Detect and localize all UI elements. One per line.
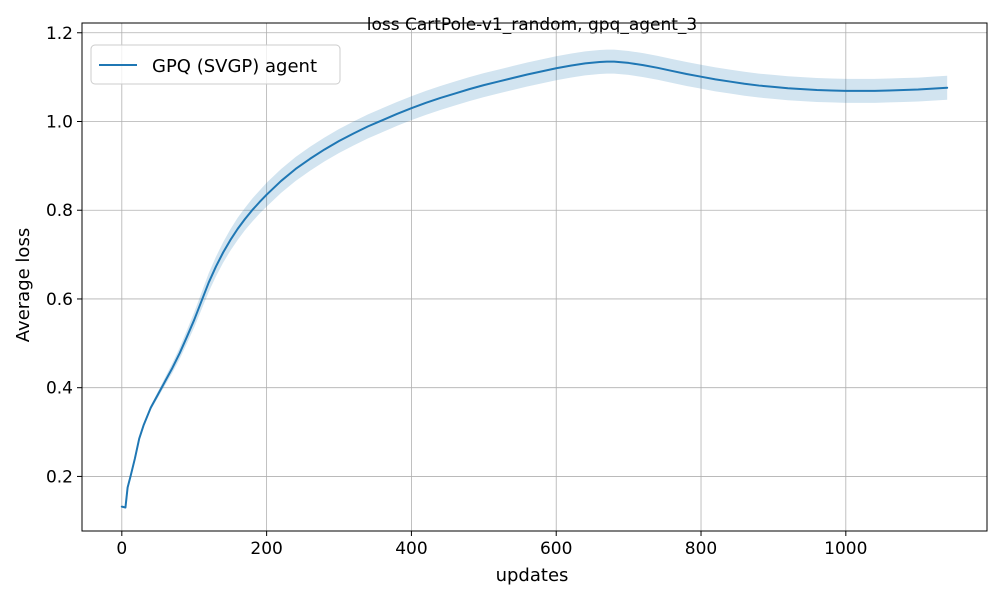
chart-title: loss CartPole-v1_random, gpq_agent_3 xyxy=(367,15,698,35)
legend: GPQ (SVGP) agent xyxy=(90,44,341,85)
y-tick-label: 0.8 xyxy=(46,201,73,221)
x-tick-label: 200 xyxy=(250,539,282,559)
y-tick-label: 0.2 xyxy=(46,467,73,487)
x-tick-label: 800 xyxy=(685,539,717,559)
x-tick-label: 400 xyxy=(395,539,427,559)
confidence-band-layer xyxy=(121,49,948,508)
series-line-layer xyxy=(120,60,949,509)
legend-entry-label: GPQ (SVGP) agent xyxy=(152,56,317,77)
y-axis-label: Average loss xyxy=(13,228,34,342)
series-confidence-band xyxy=(121,49,948,508)
series-line xyxy=(120,60,949,509)
x-axis-label: updates xyxy=(496,565,569,586)
y-tick-label: 1.2 xyxy=(46,24,73,44)
y-tick-label: 0.6 xyxy=(46,290,73,310)
legend-box xyxy=(90,44,341,85)
y-axis: 0.2 0.4 0.6 0.8 1.0 1.2 xyxy=(46,24,82,487)
x-tick-label: 0 xyxy=(116,539,127,559)
y-tick-label: 0.4 xyxy=(46,379,73,399)
x-tick-label: 600 xyxy=(540,539,572,559)
x-tick-label: 1000 xyxy=(824,539,867,559)
plot-area-frame xyxy=(81,22,988,532)
y-tick-label: 1.0 xyxy=(46,112,73,132)
x-axis: 0 200 400 600 800 1000 xyxy=(116,531,867,559)
